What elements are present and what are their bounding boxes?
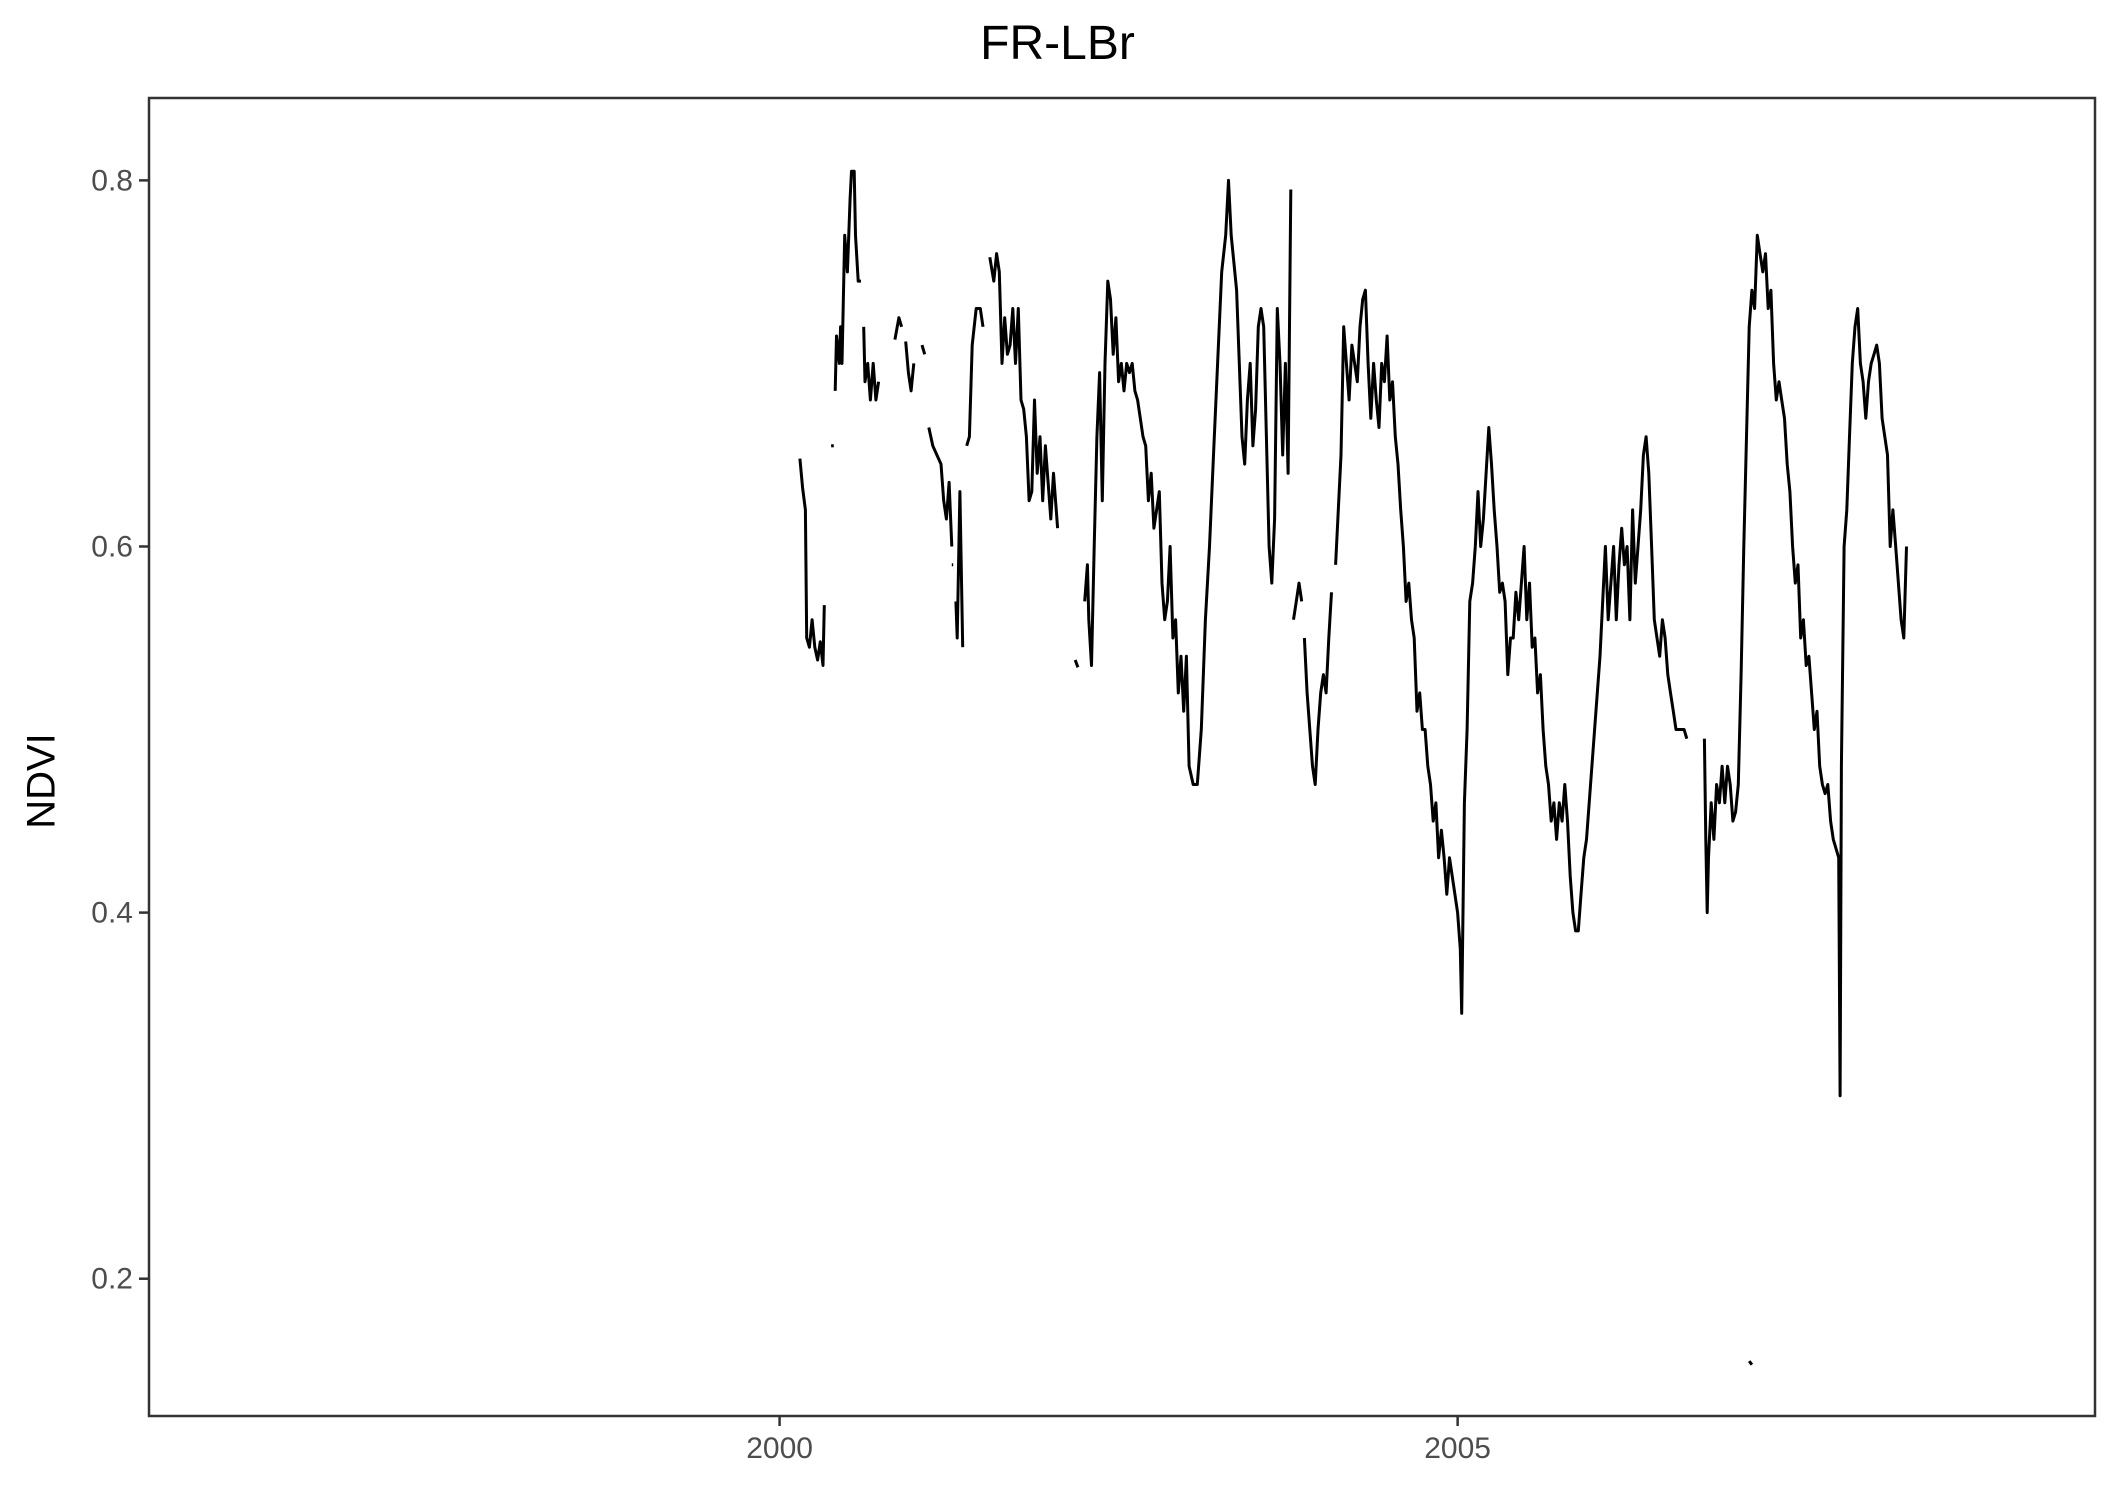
y-tick-label: 0.8 — [91, 164, 133, 197]
chart-title: FR-LBr — [980, 17, 1135, 70]
x-axis: 2000 2005 — [746, 1416, 1491, 1465]
series-line-segment — [1702, 233, 1908, 1098]
series-line-segment — [862, 326, 881, 402]
series-layer — [798, 169, 1908, 1366]
y-axis: 0.2 0.4 0.6 0.8 — [91, 164, 149, 1296]
series-line-segment — [1302, 592, 1333, 786]
series-line-segment — [893, 316, 904, 340]
x-tick-label: 2005 — [1424, 1432, 1491, 1465]
series-line-segment — [1073, 659, 1080, 668]
series-line-segment — [920, 344, 927, 355]
series-line-segment — [1292, 581, 1304, 620]
y-tick-label: 0.2 — [91, 1263, 133, 1296]
plot-panel-border — [147, 96, 2097, 1418]
series-line-segment — [927, 427, 954, 547]
y-tick-label: 0.6 — [91, 530, 133, 563]
series-line-segment — [954, 490, 965, 648]
x-tick-label: 2000 — [746, 1432, 813, 1465]
series-line-segment — [1083, 178, 1293, 786]
series-line-segment — [798, 458, 826, 667]
series-line-segment — [965, 307, 985, 447]
series-line-segment — [833, 169, 861, 391]
y-tick-label: 0.4 — [91, 897, 133, 930]
series-line-segment — [988, 252, 1060, 529]
series-line-segment — [1748, 1360, 1754, 1366]
series-line-segment — [1334, 288, 1689, 1015]
series-line-segment — [904, 341, 916, 393]
